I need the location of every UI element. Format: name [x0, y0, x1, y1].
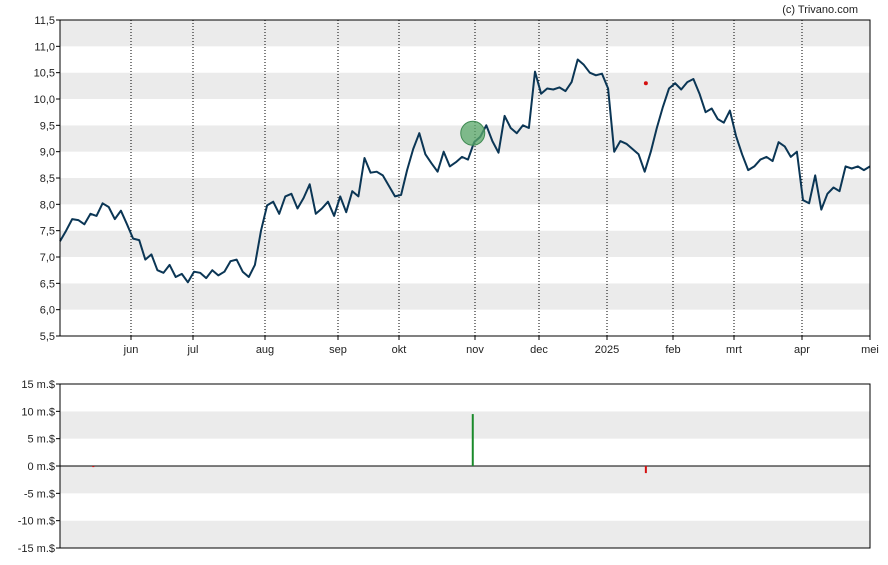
- volume-band: [60, 411, 870, 439]
- x-tick-label: 2025: [595, 344, 619, 356]
- price-band: [60, 204, 870, 231]
- volume-panel-bands: [60, 384, 870, 548]
- volume-band: [60, 438, 870, 466]
- volume-band: [60, 384, 870, 412]
- price-panel-bands: [60, 20, 870, 336]
- price-band: [60, 257, 870, 284]
- price-y-tick-label: 5,5: [40, 331, 55, 343]
- price-y-tick-label: 11,0: [34, 41, 55, 53]
- volume-band: [60, 493, 870, 521]
- price-y-tick-label: 7,0: [40, 252, 55, 264]
- volume-y-tick-label: 0 m.$: [27, 461, 55, 473]
- x-tick-label: sep: [329, 344, 347, 356]
- volume-panel-frame: [59, 383, 871, 549]
- price-y-tick-label: 10,0: [34, 94, 55, 106]
- x-tick-label: apr: [794, 344, 810, 356]
- price-panel-frame: [59, 19, 871, 337]
- price-band: [60, 20, 870, 47]
- x-tick-label: feb: [665, 344, 680, 356]
- price-y-tick-label: 9,5: [40, 120, 55, 132]
- price-y-tick-label: 6,0: [40, 305, 55, 317]
- volume-band: [60, 520, 870, 548]
- buy-marker: [460, 120, 486, 146]
- volume-y-tick-label: -15 m.$: [18, 543, 55, 555]
- x-axis: jun jul aug sep okt nov dec 2025 feb mrt apr mei: [123, 336, 879, 356]
- price-band: [60, 151, 870, 178]
- price-y-tick-label: 8,0: [40, 199, 55, 211]
- price-y-tick-label: 6,5: [40, 278, 55, 290]
- price-y-tick-label: 10,5: [34, 68, 55, 80]
- price-y-tick-label: 11,5: [34, 15, 55, 27]
- volume-y-tick-label: 15 m.$: [21, 379, 55, 391]
- x-tick-label: dec: [530, 344, 548, 356]
- volume-band: [60, 466, 870, 494]
- price-y-tick-label: 9,0: [40, 147, 55, 159]
- volume-bars: [92, 414, 647, 474]
- volume-y-tick-label: -5 m.$: [24, 488, 55, 500]
- x-tick-label: okt: [392, 344, 407, 356]
- x-tick-label: mrt: [726, 344, 742, 356]
- volume-y-tick-label: 5 m.$: [27, 434, 55, 446]
- x-tick-label: jul: [186, 344, 198, 356]
- volume-y-tick-label: -10 m.$: [18, 516, 55, 528]
- price-band: [60, 230, 870, 257]
- price-band: [60, 283, 870, 310]
- x-tick-label: nov: [466, 344, 484, 356]
- trade-markers: [460, 81, 648, 146]
- price-band: [60, 178, 870, 205]
- copyright-text: (c) Trivano.com: [782, 4, 858, 16]
- price-band: [60, 99, 870, 126]
- price-y-tick-label: 8,5: [40, 173, 55, 185]
- price-series-line: [59, 58, 871, 284]
- price-y-axis: 5,5 6,0 6,5 7,0 7,5 8,0 8,5 9,0 9,5 10,0 10,5 11,0 1…: [34, 15, 60, 343]
- price-band: [60, 309, 870, 336]
- price-band: [60, 46, 870, 73]
- x-tick-label: jun: [123, 344, 139, 356]
- sell-marker: [643, 81, 648, 86]
- price-y-tick-label: 7,5: [40, 226, 55, 238]
- volume-y-axis: 15 m.$ 10 m.$ 5 m.$ 0 m.$ -5 m.$ -10 m.$ -15 m…: [18, 379, 60, 555]
- x-tick-label: aug: [256, 344, 274, 356]
- volume-y-tick-label: 10 m.$: [21, 406, 55, 418]
- price-band: [60, 72, 870, 99]
- x-tick-label: mei: [861, 344, 879, 356]
